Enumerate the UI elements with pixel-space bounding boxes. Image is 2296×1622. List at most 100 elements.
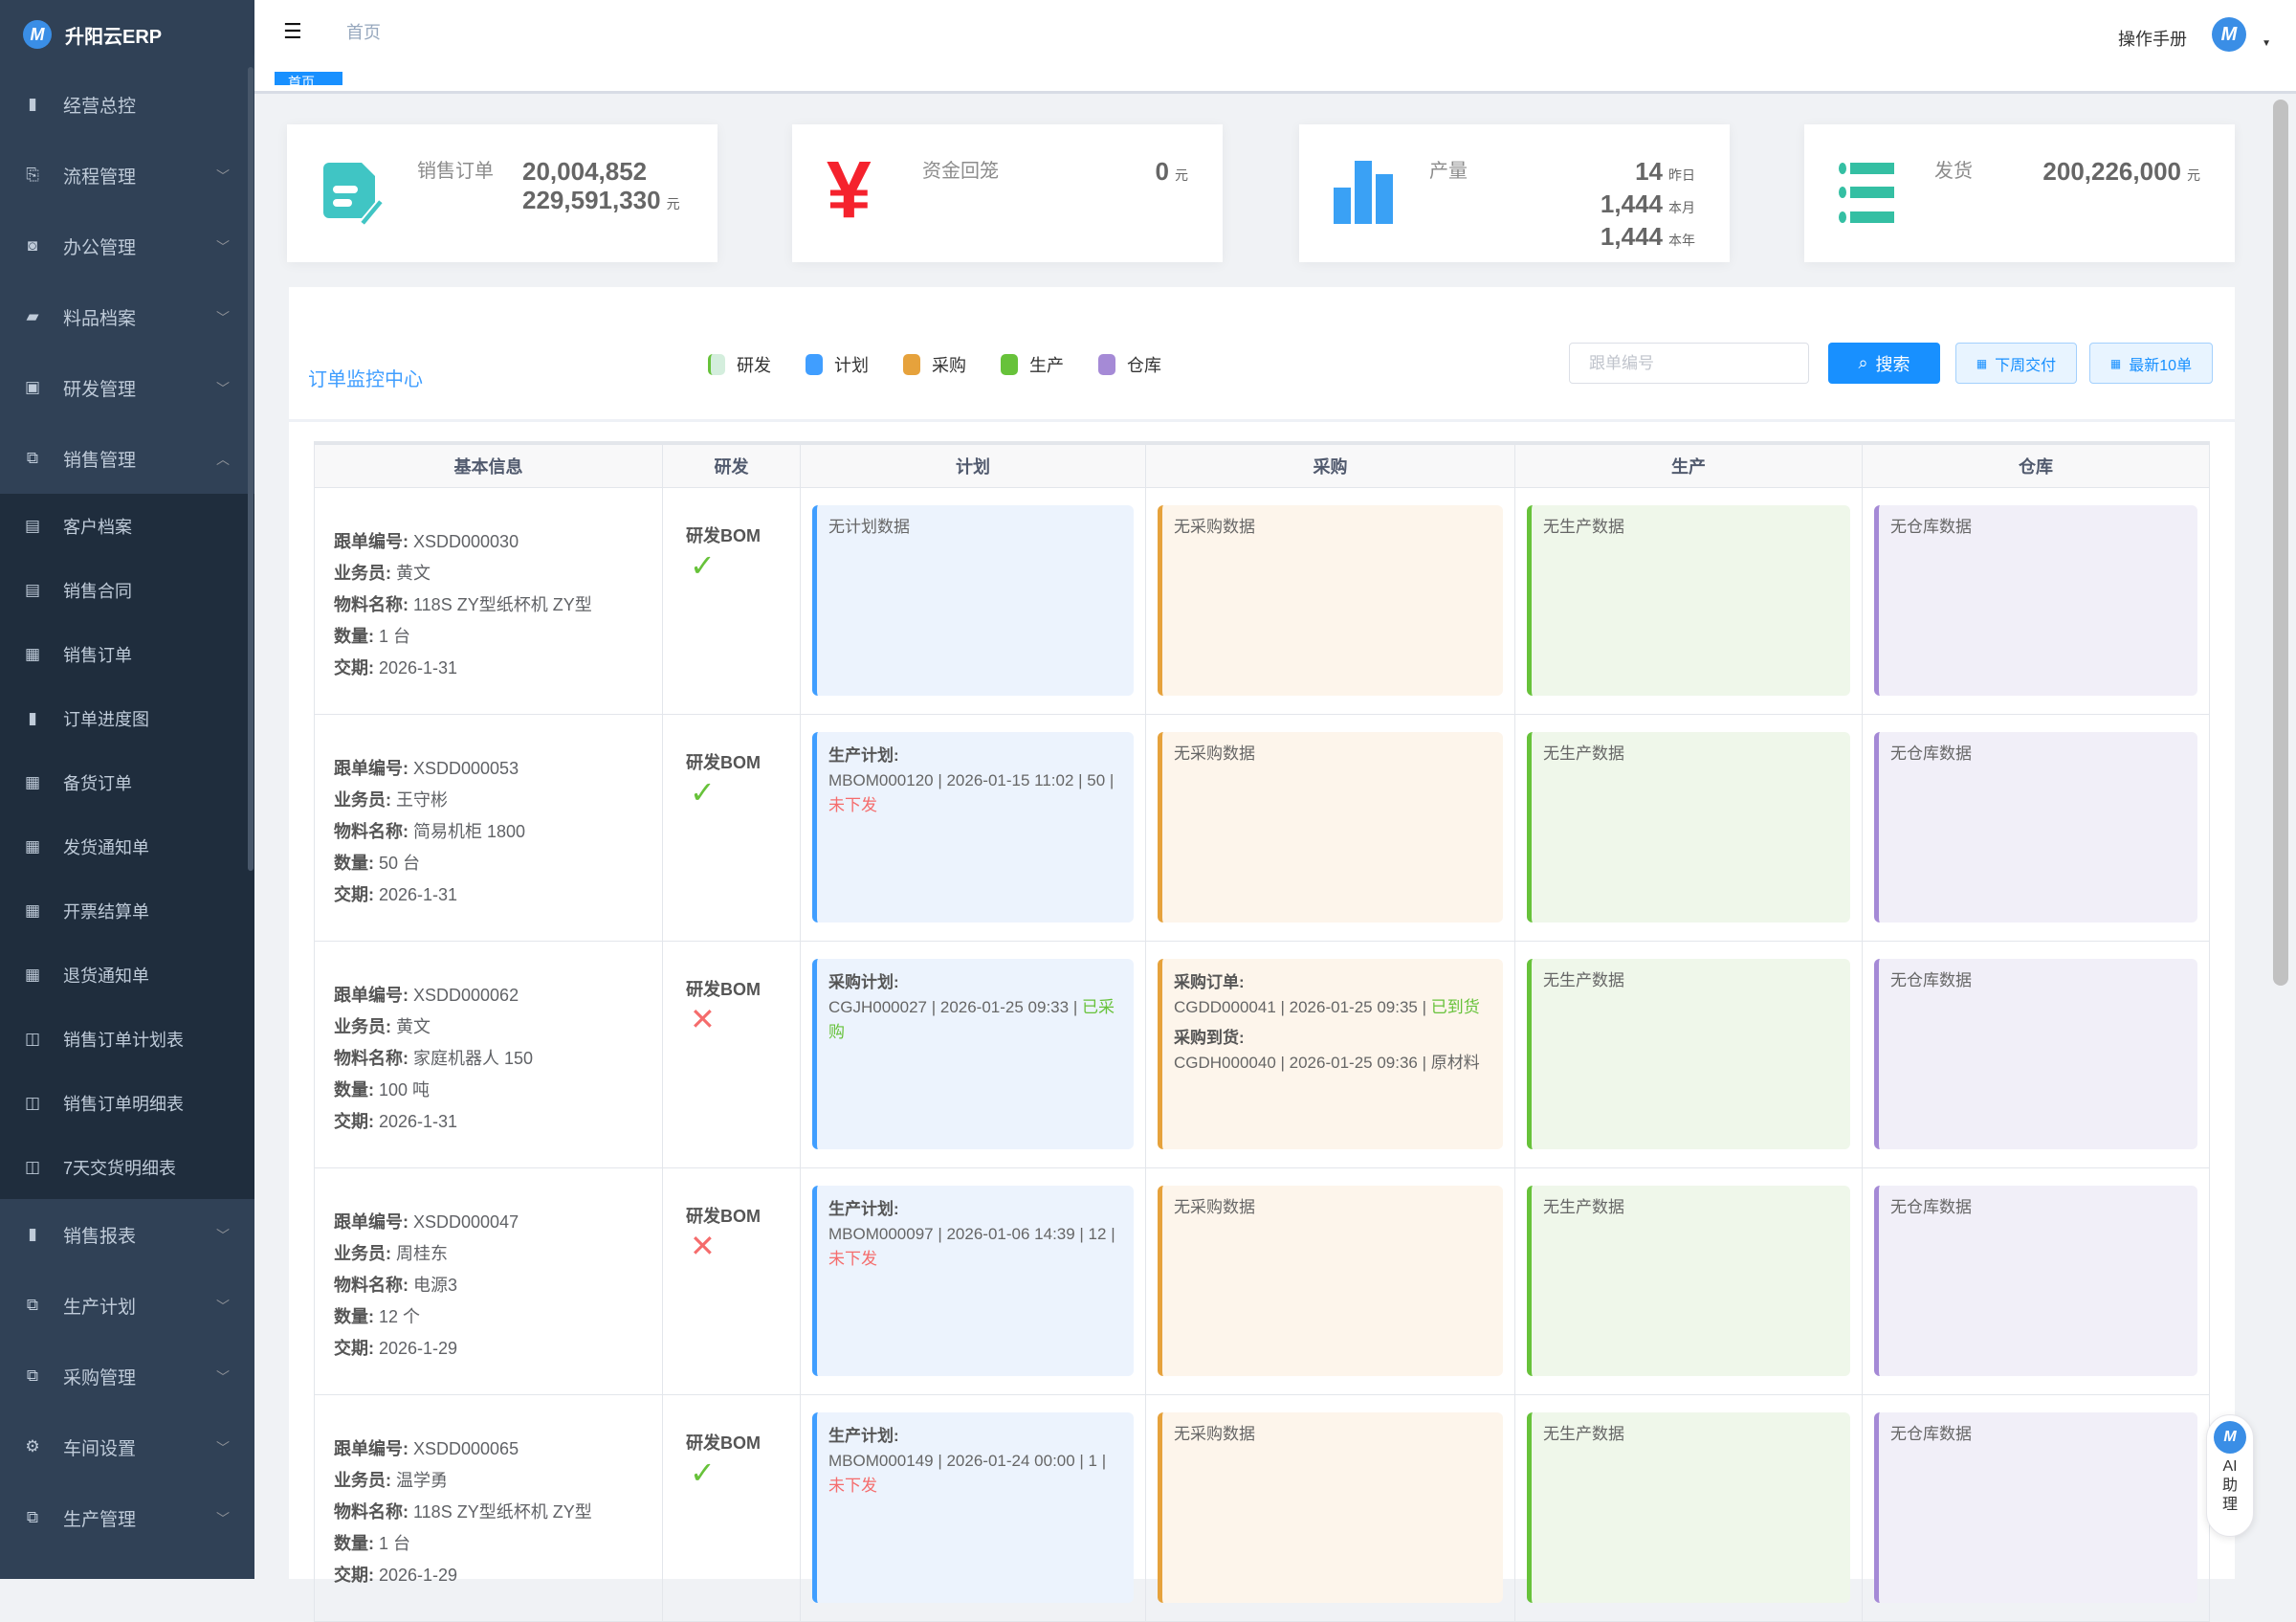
book-open-icon: ◫: [24, 1029, 41, 1048]
tag-home[interactable]: 首页: [275, 72, 342, 85]
sales-icon: ⧉: [26, 449, 39, 467]
rd-bom-label[interactable]: 研发BOM: [686, 1206, 761, 1226]
sidebar-item[interactable]: ⧉ 生产计划 ﹀: [0, 1270, 254, 1341]
production-card[interactable]: 无生产数据: [1527, 504, 1850, 696]
sidebar-item-label: 销售订单计划表: [63, 1030, 184, 1050]
entry-detail: 无仓库数据: [1890, 1197, 1972, 1216]
app-logo[interactable]: M 升阳云ERP: [0, 0, 254, 69]
production-card[interactable]: 无生产数据: [1527, 1411, 1850, 1603]
plan-card[interactable]: 无计划数据: [812, 504, 1134, 696]
sidebar-item-label: 生产管理: [63, 1509, 137, 1530]
tag-label: 首页: [288, 75, 315, 85]
sidebar-subitem[interactable]: ▦ 开票结算单: [0, 878, 254, 943]
sidebar-item-label: 客户档案: [63, 517, 132, 537]
legend-item: 研发: [708, 352, 771, 377]
warehouse-card[interactable]: 无仓库数据: [1874, 731, 2197, 922]
field-label: 交期:: [334, 1338, 379, 1358]
purchase-card[interactable]: 无采购数据: [1158, 1185, 1503, 1376]
rd-bom-label[interactable]: 研发BOM: [686, 525, 761, 545]
warehouse-card[interactable]: 无仓库数据: [1874, 958, 2197, 1149]
search-button[interactable]: ⌕ 搜索: [1828, 343, 1940, 384]
sidebar-subitem[interactable]: ▤ 销售合同: [0, 558, 254, 622]
sidebar-subitem[interactable]: ▤ 客户档案: [0, 494, 254, 558]
field-value: 2026-1-31: [379, 657, 458, 678]
sidebar-item[interactable]: ▮ 销售报表 ﹀: [0, 1199, 254, 1270]
ai-assistant-button[interactable]: M AI 助 理: [2206, 1414, 2254, 1537]
production-card[interactable]: 无生产数据: [1527, 958, 1850, 1149]
plan-cell: 采购计划: CGJH000027 | 2026-01-25 09:33 | 已采购: [800, 940, 1146, 1168]
manual-link[interactable]: 操作手册: [2118, 30, 2187, 49]
order-code-search-input[interactable]: [1569, 343, 1809, 384]
page-scrollbar[interactable]: [2273, 100, 2288, 986]
plan-card[interactable]: 采购计划: CGJH000027 | 2026-01-25 09:33 | 已采购: [812, 958, 1134, 1149]
sidebar-item[interactable]: ▮ 经营总控: [0, 69, 254, 140]
legend: 研发 计划 采购 生产 仓库: [708, 352, 1196, 377]
next-week-delivery-button[interactable]: ▦ 下周交付: [1955, 343, 2077, 384]
sidebar-subitem[interactable]: ◫ 7天交货明细表: [0, 1135, 254, 1199]
sidebar-item[interactable]: ⚙ 车间设置 ﹀: [0, 1411, 254, 1482]
sidebar-item-label: 生产计划: [63, 1297, 137, 1318]
rd-bom-label[interactable]: 研发BOM: [686, 979, 761, 999]
stat-label: 产量: [1429, 161, 1468, 182]
production-card[interactable]: 无生产数据: [1527, 1185, 1850, 1376]
field-value: 1 台: [379, 626, 411, 646]
sidebar-item[interactable]: ◙ 办公管理 ﹀: [0, 211, 254, 281]
latest-10-button[interactable]: ▦ 最新10单: [2089, 343, 2213, 384]
production-card[interactable]: 无生产数据: [1527, 731, 1850, 922]
avatar[interactable]: M: [2212, 17, 2246, 52]
entry-text: MBOM000149 | 2026-01-24 00:00 | 1 | 未下发: [828, 1449, 1122, 1499]
sidebar-item[interactable]: ⧉ 采购管理 ﹀: [0, 1341, 254, 1411]
warehouse-card[interactable]: 无仓库数据: [1874, 1411, 2197, 1603]
sidebar-subitem[interactable]: ▮ 订单进度图: [0, 686, 254, 750]
field-value: 家庭机器人 150: [413, 1048, 534, 1068]
info-code: 跟单编号: XSDD000047: [334, 1207, 662, 1238]
sidebar-item[interactable]: ⎘ 流程管理 ﹀: [0, 140, 254, 211]
info-qty: 数量: 100 吨: [334, 1075, 662, 1106]
field-label: 交期:: [334, 1111, 379, 1131]
entry-text: 无生产数据: [1543, 1195, 1839, 1220]
sidebar-subitem[interactable]: ◫ 销售订单计划表: [0, 1007, 254, 1071]
field-label: 数量:: [334, 1079, 379, 1100]
warehouse-card[interactable]: 无仓库数据: [1874, 1185, 2197, 1376]
purchase-cell: 无采购数据: [1145, 1167, 1515, 1395]
breadcrumb[interactable]: 首页: [346, 23, 381, 42]
sidebar-item[interactable]: ⧉ 生产管理 ﹀: [0, 1482, 254, 1553]
plan-card[interactable]: 生产计划: MBOM000097 | 2026-01-06 14:39 | 12 …: [812, 1185, 1134, 1376]
purchase-card[interactable]: 无采购数据: [1158, 504, 1503, 696]
field-label: 物料名称:: [334, 1501, 413, 1522]
stat-value: 229,591,330 元: [522, 186, 680, 214]
plan-card[interactable]: 生产计划: MBOM000120 | 2026-01-15 11:02 | 50 …: [812, 731, 1134, 922]
sidebar-scrollbar[interactable]: [248, 67, 254, 871]
plan-card[interactable]: 生产计划: MBOM000149 | 2026-01-24 00:00 | 1 |…: [812, 1411, 1134, 1603]
entry-text: 无生产数据: [1543, 742, 1839, 767]
sidebar-item[interactable]: ⧉ 销售管理 ︿: [0, 423, 254, 494]
production-cell: 无生产数据: [1514, 713, 1863, 942]
sidebar-subitem[interactable]: ▦ 退货通知单: [0, 943, 254, 1007]
sidebar-item[interactable]: ▰ 料品档案 ﹀: [0, 281, 254, 352]
sidebar-item[interactable]: ⧉加工车间﹀: [0, 1553, 254, 1579]
field-label: 交期:: [334, 1565, 379, 1585]
caret-down-icon[interactable]: ▼: [2262, 38, 2271, 49]
rd-bom-label[interactable]: 研发BOM: [686, 752, 761, 772]
warehouse-cell: 无仓库数据: [1862, 1393, 2210, 1622]
table-row: 跟单编号: XSDD000065 业务员: 温学勇 物料名称: 118S ZY型纸杯…: [314, 1393, 2210, 1622]
sidebar-item[interactable]: ▣ 研发管理 ﹀: [0, 352, 254, 423]
book-open-icon: ◫: [24, 1157, 41, 1176]
entry-detail: CGDH000040 | 2026-01-25 09:36 | 原材料: [1174, 1053, 1480, 1072]
info-due: 交期: 2026-1-29: [334, 1333, 662, 1365]
sidebar-subitem[interactable]: ◫ 销售订单明细表: [0, 1071, 254, 1135]
rd-bom-label[interactable]: 研发BOM: [686, 1433, 761, 1453]
field-value: 118S ZY型纸杯机 ZY型: [413, 594, 592, 614]
warehouse-card[interactable]: 无仓库数据: [1874, 504, 2197, 696]
ai-label: 助: [2221, 1478, 2238, 1494]
sidebar-subitem[interactable]: ▦ 销售订单: [0, 622, 254, 686]
purchase-card[interactable]: 无采购数据: [1158, 731, 1503, 922]
sidebar-subitem[interactable]: ▦ 发货通知单: [0, 814, 254, 878]
purchase-card[interactable]: 采购订单: CGDD000041 | 2026-01-25 09:35 | 已到货…: [1158, 958, 1503, 1149]
hamburger-toggle-icon[interactable]: ☰: [283, 19, 302, 43]
sidebar-subitem[interactable]: ▦ 备货订单: [0, 750, 254, 814]
field-label: 跟单编号:: [334, 531, 413, 551]
plan-cell: 无计划数据: [800, 486, 1146, 715]
purchase-card[interactable]: 无采购数据: [1158, 1411, 1503, 1603]
